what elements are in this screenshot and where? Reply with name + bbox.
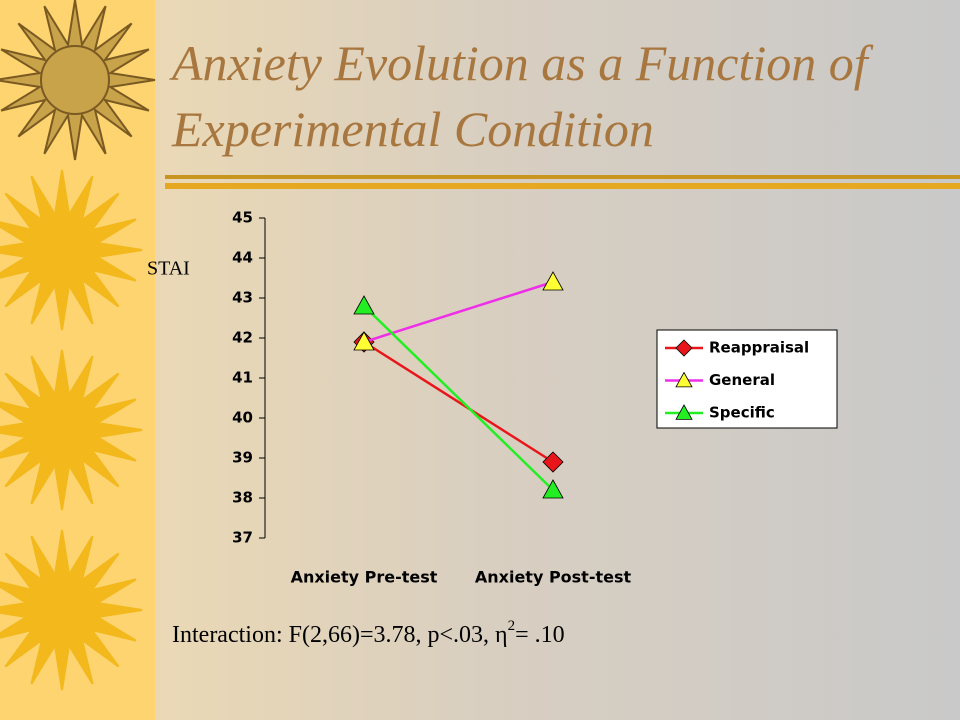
legend-label: General	[709, 371, 775, 389]
sun-core	[40, 45, 110, 115]
annotation-tail: = .10	[515, 622, 565, 648]
y-tick-label: 43	[232, 289, 253, 307]
annotation-superscript: 2	[508, 618, 516, 634]
rule	[165, 183, 960, 189]
series-line	[363, 340, 554, 464]
rule	[165, 175, 960, 179]
y-tick-label: 38	[232, 489, 253, 507]
legend-marker	[675, 339, 693, 357]
y-tick-label: 42	[232, 329, 253, 347]
y-tick-label: 37	[232, 529, 253, 547]
y-tick-label: 40	[232, 409, 253, 427]
legend-label: Reappraisal	[709, 339, 809, 357]
legend-marker	[675, 404, 693, 420]
sun-core	[27, 575, 97, 645]
x-tick-label: Anxiety Post-test	[475, 568, 632, 587]
annotation: Interaction: F(2,66)=3.78, p<.03, η2= .1…	[172, 618, 565, 647]
legend-label: Specific	[709, 404, 775, 422]
x-tick-label: Anxiety Pre-test	[291, 568, 438, 587]
marker	[542, 451, 564, 473]
y-tick-label: 39	[232, 449, 253, 467]
sun-core	[27, 215, 97, 285]
y-tick-label: 44	[232, 249, 253, 267]
marker	[542, 479, 564, 499]
legend-marker	[675, 371, 693, 388]
sun-core	[27, 395, 97, 465]
y-tick-label: 41	[232, 369, 253, 387]
series-line	[363, 280, 554, 344]
marker	[353, 295, 375, 315]
annotation-text: Interaction: F(2,66)=3.78, p<.03, η	[172, 622, 508, 648]
marker	[353, 331, 375, 351]
series-line	[363, 305, 554, 491]
slide-title: Anxiety Evolution as a Function of Exper…	[172, 35, 868, 157]
y-tick-label: 45	[232, 209, 253, 227]
marker	[542, 271, 564, 291]
suns	[0, 0, 156, 691]
y-axis-label: STAI	[147, 258, 190, 280]
